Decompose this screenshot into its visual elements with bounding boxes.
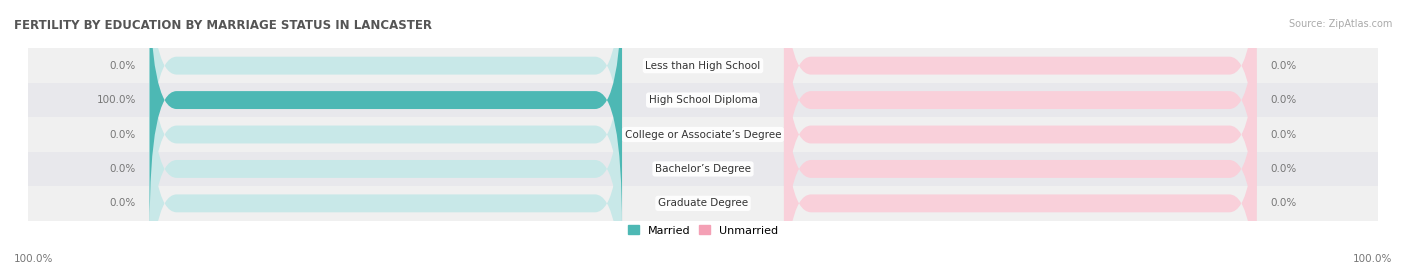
Text: 0.0%: 0.0% [1270, 164, 1296, 174]
FancyBboxPatch shape [785, 75, 1257, 269]
Text: 0.0%: 0.0% [110, 198, 136, 208]
Text: Bachelor’s Degree: Bachelor’s Degree [655, 164, 751, 174]
Text: 100.0%: 100.0% [14, 254, 53, 264]
Text: 0.0%: 0.0% [110, 164, 136, 174]
Bar [28, 117, 1378, 152]
Text: 100.0%: 100.0% [1353, 254, 1392, 264]
Legend: Married, Unmarried: Married, Unmarried [627, 225, 779, 236]
Text: Graduate Degree: Graduate Degree [658, 198, 748, 208]
Text: 0.0%: 0.0% [110, 61, 136, 71]
Text: College or Associate’s Degree: College or Associate’s Degree [624, 129, 782, 140]
FancyBboxPatch shape [149, 0, 621, 194]
FancyBboxPatch shape [149, 75, 621, 269]
Text: 100.0%: 100.0% [97, 95, 136, 105]
Text: FERTILITY BY EDUCATION BY MARRIAGE STATUS IN LANCASTER: FERTILITY BY EDUCATION BY MARRIAGE STATU… [14, 19, 432, 32]
FancyBboxPatch shape [785, 0, 1257, 194]
FancyBboxPatch shape [149, 6, 621, 263]
Text: Less than High School: Less than High School [645, 61, 761, 71]
Text: 0.0%: 0.0% [1270, 95, 1296, 105]
FancyBboxPatch shape [785, 40, 1257, 269]
Text: 0.0%: 0.0% [1270, 198, 1296, 208]
Bar [28, 48, 1378, 83]
Text: High School Diploma: High School Diploma [648, 95, 758, 105]
Text: Source: ZipAtlas.com: Source: ZipAtlas.com [1288, 19, 1392, 29]
Text: 0.0%: 0.0% [1270, 61, 1296, 71]
Bar [28, 152, 1378, 186]
Text: 0.0%: 0.0% [1270, 129, 1296, 140]
FancyBboxPatch shape [149, 40, 621, 269]
FancyBboxPatch shape [149, 0, 621, 229]
FancyBboxPatch shape [785, 6, 1257, 263]
Text: 0.0%: 0.0% [110, 129, 136, 140]
FancyBboxPatch shape [785, 0, 1257, 229]
FancyBboxPatch shape [149, 0, 621, 229]
Bar [28, 83, 1378, 117]
Bar [28, 186, 1378, 221]
